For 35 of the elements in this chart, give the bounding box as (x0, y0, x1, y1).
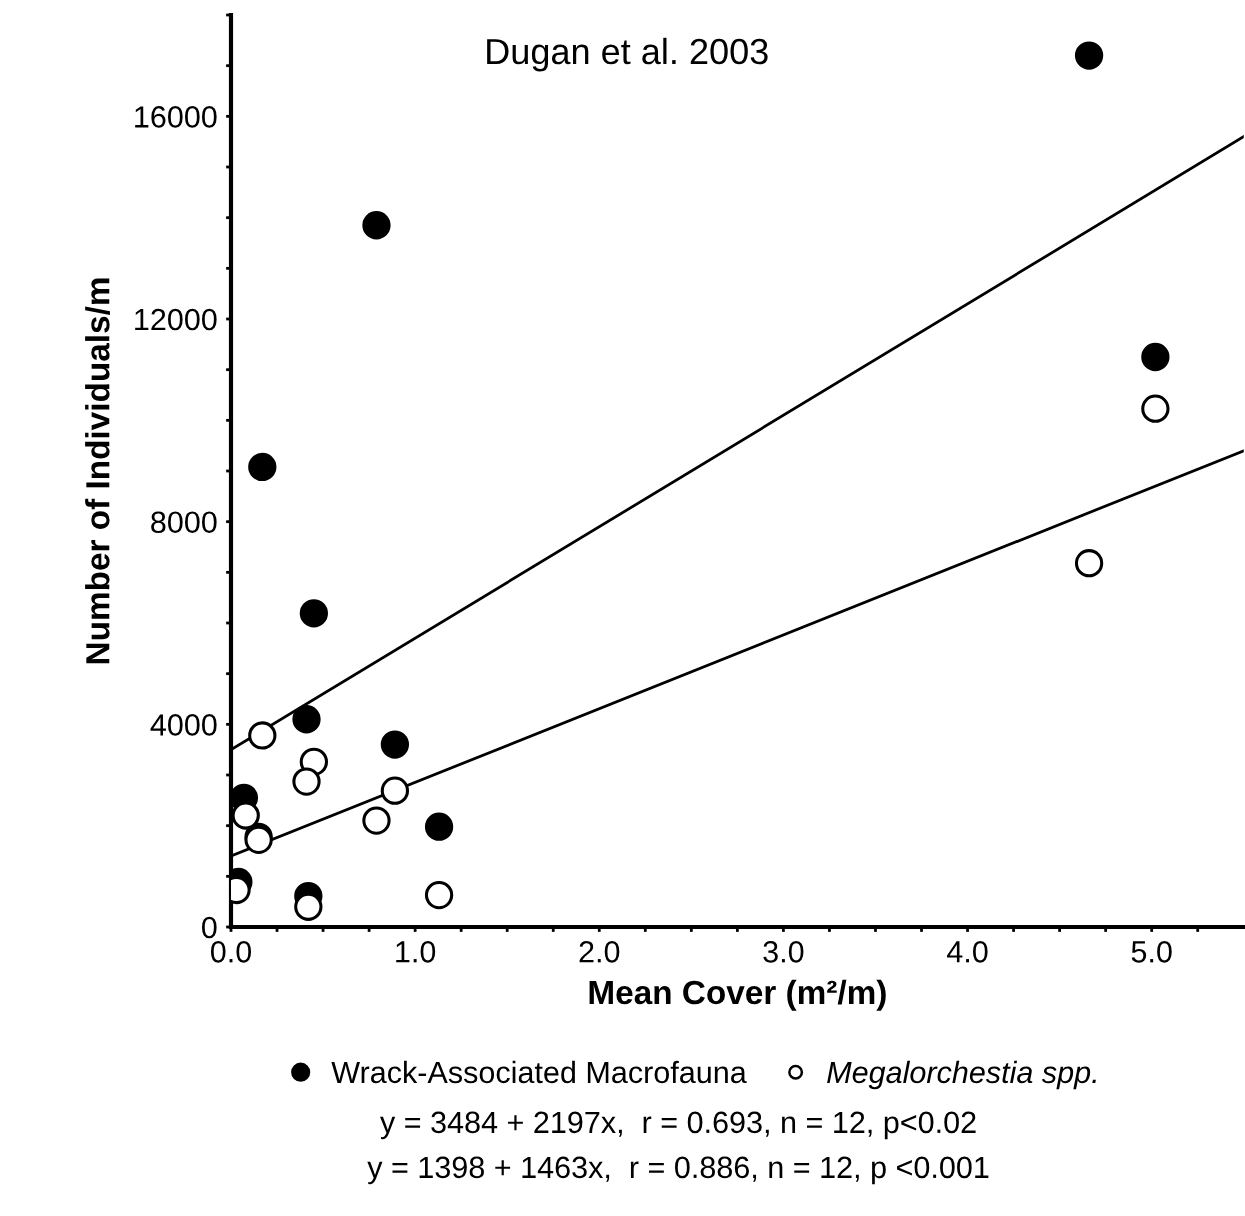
y-tick-label: 4000 (150, 714, 217, 736)
point (362, 211, 391, 240)
point (248, 452, 277, 482)
point (380, 730, 410, 759)
point (231, 801, 260, 830)
y-tick-label: 0 (202, 916, 217, 939)
y-tick-label: 8000 (151, 511, 217, 534)
x-tick-label: 3.0 (763, 941, 804, 963)
point (1141, 394, 1170, 423)
text: y = 1398 + 1463x, r = 0.886, n = 12, p <0.001 (367, 1156, 989, 1185)
y-tick-label: 16000 (135, 106, 217, 128)
x-tick-label: 5.0 (1131, 941, 1172, 963)
point (380, 776, 410, 805)
point (294, 892, 323, 921)
point (1141, 342, 1170, 372)
x-tick-label: 0.0 (210, 941, 252, 963)
point (362, 806, 391, 835)
point (424, 880, 454, 910)
point (1074, 41, 1104, 70)
point (292, 767, 321, 796)
point (299, 599, 329, 628)
legend-label: Wrack-Associated Macrofauna (331, 1060, 747, 1084)
x-tick-label: 4.0 (947, 941, 988, 963)
y-axis-title: Number of Individuals/m (85, 278, 110, 664)
annotation: Dugan et al. 2003 (487, 37, 768, 72)
x-axis-title: Mean Cover (m²/m) (589, 979, 886, 1011)
x-tick-label: 2.0 (579, 941, 620, 963)
point (248, 721, 277, 750)
legend-label: Megalorchestia spp. (827, 1060, 1096, 1090)
point (1074, 549, 1104, 578)
point (292, 705, 321, 734)
point (424, 812, 454, 841)
y-tick-label: 12000 (135, 308, 217, 331)
text: y = 3484 + 2197x, r = 0.693, n = 12, p<0.02 (380, 1111, 976, 1140)
x-tick-label: 1.0 (396, 941, 436, 963)
